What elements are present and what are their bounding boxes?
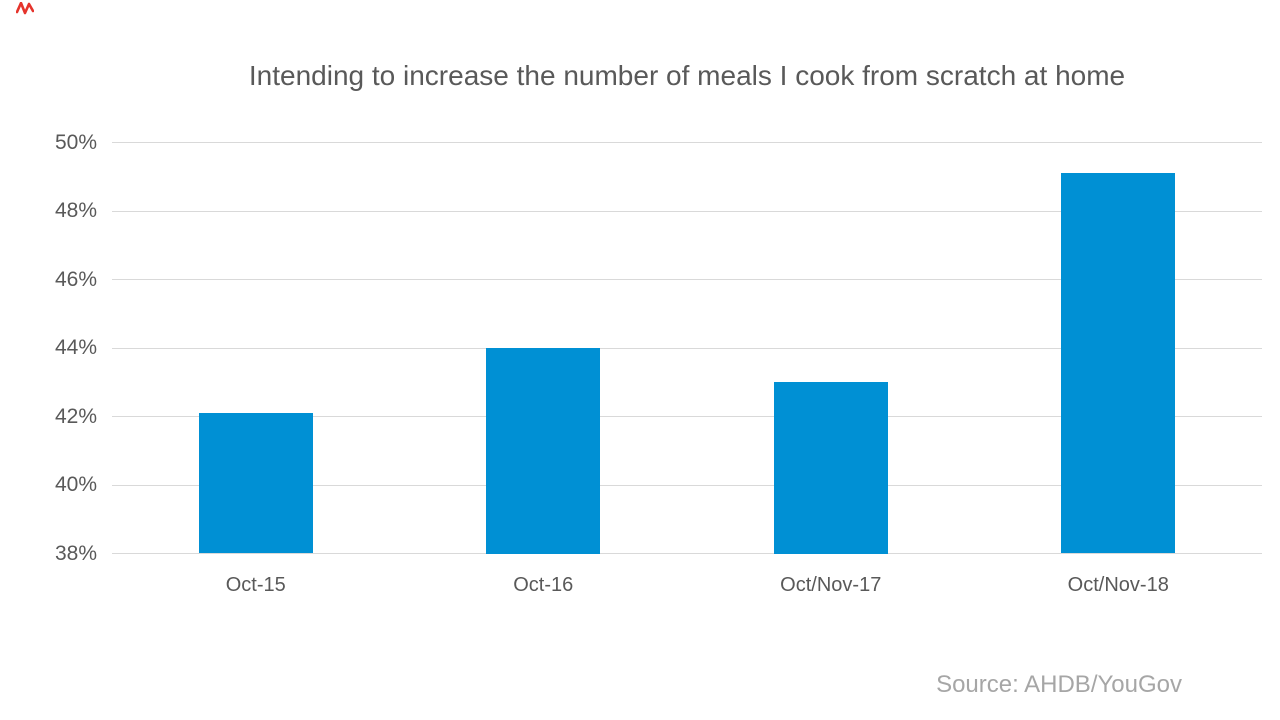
bar-oct-nov-17 (773, 382, 888, 554)
red-scribble-mark (16, 2, 34, 15)
x-axis-label: Oct-15 (225, 574, 286, 596)
bar-oct-16 (486, 348, 601, 554)
gridline (112, 416, 1262, 417)
gridline (112, 210, 1262, 212)
y-axis-tick-label: 38% (54, 541, 97, 565)
y-axis-tick-label: 44% (54, 336, 97, 359)
y-axis-tick-label: 40% (54, 473, 97, 496)
source-note: Source: AHDB/YouGov (936, 671, 1182, 698)
bar-oct-nov-18 (1061, 173, 1176, 554)
y-axis-tick-label: 50% (54, 130, 97, 154)
chart-title: Intending to increase the number of meal… (248, 60, 1126, 91)
gridline (112, 142, 1262, 143)
gridline (112, 279, 1262, 280)
gridline (112, 347, 1262, 349)
y-axis-tick-label: 46% (54, 267, 97, 291)
gridline (112, 484, 1262, 486)
y-axis-tick-label: 42% (54, 404, 97, 428)
gridline (112, 553, 1262, 554)
x-axis-label: Oct/Nov-17 (780, 574, 882, 596)
x-axis-label: Oct-16 (513, 574, 574, 596)
x-axis-label: Oct/Nov-18 (1067, 574, 1169, 596)
bar-oct-15 (198, 413, 313, 554)
y-axis-tick-label: 48% (54, 199, 97, 222)
